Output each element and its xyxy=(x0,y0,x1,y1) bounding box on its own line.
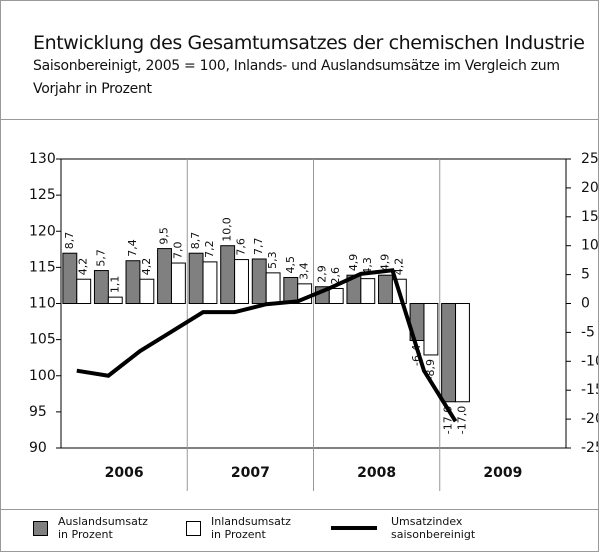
legend-label: Umsatzindex saisonbereinigt xyxy=(391,515,476,541)
bar xyxy=(265,272,281,304)
y2-tick-label: 25 xyxy=(581,151,598,167)
header: Entwicklung des Gesamtumsatzes der chemi… xyxy=(1,1,598,120)
value-label: 4,2 xyxy=(140,258,153,276)
value-label: 7,0 xyxy=(171,242,184,260)
value-label: 8,7 xyxy=(189,232,202,250)
y2-tick-label: -5 xyxy=(581,324,595,340)
legend-item: Umsatzindex saisonbereinigt xyxy=(331,515,481,541)
bar xyxy=(455,303,470,403)
y-tick-label: 125 xyxy=(29,187,56,203)
value-label: 7,6 xyxy=(235,238,248,256)
legend: Auslandsumsatz in Prozent Inlandsumsatz i… xyxy=(1,509,598,551)
bar xyxy=(251,258,267,304)
value-label: 7,4 xyxy=(126,239,139,257)
legend-swatch xyxy=(186,520,201,536)
value-label: 10,0 xyxy=(221,217,234,242)
bar xyxy=(220,245,236,304)
y-tick-label: 115 xyxy=(29,259,56,275)
bar xyxy=(76,278,92,304)
index-line xyxy=(76,268,458,423)
legend-label: Auslandsumsatz in Prozent xyxy=(58,515,148,541)
y2-tick-label: -10 xyxy=(581,353,598,369)
x-tick-label: 2008 xyxy=(357,465,396,481)
legend-item: Inlandsumsatz in Prozent xyxy=(186,515,301,541)
y2-tick-label: 10 xyxy=(581,238,598,254)
legend-swatch xyxy=(33,520,48,536)
value-label: 4,2 xyxy=(77,258,90,276)
title-block: Entwicklung des Gesamtumsatzes der chemi… xyxy=(33,33,593,100)
value-label: 2,6 xyxy=(329,267,342,285)
bar xyxy=(93,270,109,304)
value-label: 9,5 xyxy=(158,227,171,245)
bar xyxy=(170,262,186,305)
y2-tick-label: 15 xyxy=(581,209,598,225)
bar xyxy=(328,287,344,304)
bar xyxy=(125,260,141,304)
bar xyxy=(62,252,78,305)
x-tick-label: 2006 xyxy=(105,465,144,481)
value-label: 5,7 xyxy=(94,249,107,267)
y-tick-label: 90 xyxy=(29,440,47,456)
bar xyxy=(378,274,393,305)
legend-swatch xyxy=(331,526,377,530)
bar xyxy=(441,303,457,403)
value-label: 4,5 xyxy=(284,256,297,274)
y2-tick-label: 5 xyxy=(581,267,590,283)
value-label: 4,2 xyxy=(392,258,405,276)
bar xyxy=(202,261,218,305)
y-tick-label: 110 xyxy=(29,296,56,312)
value-label: 3,4 xyxy=(298,262,311,280)
y-tick-label: 120 xyxy=(29,223,56,239)
y-tick-label: 95 xyxy=(29,404,47,420)
value-label: 5,3 xyxy=(266,251,279,269)
bar xyxy=(157,248,172,304)
x-tick-label: 2007 xyxy=(231,465,270,481)
value-label: 4,9 xyxy=(347,254,360,272)
value-label: 2,9 xyxy=(315,265,328,283)
bar xyxy=(139,278,155,304)
value-label: 7,2 xyxy=(203,240,216,258)
bar xyxy=(107,296,123,304)
value-label: -17,0 xyxy=(455,406,468,434)
chart: 9095100105110115120125130-25-20-15-10-50… xyxy=(29,151,598,491)
y-tick-label: 100 xyxy=(29,368,56,384)
bar xyxy=(234,259,249,304)
value-label: 4,3 xyxy=(361,257,374,275)
y2-tick-label: -20 xyxy=(581,411,598,427)
y2-tick-label: 20 xyxy=(581,180,598,196)
value-label: 7,7 xyxy=(252,237,265,255)
value-label: 8,7 xyxy=(63,232,76,250)
y-tick-label: 105 xyxy=(29,332,56,348)
bar xyxy=(423,303,439,356)
value-label: 4,9 xyxy=(378,254,391,272)
y2-tick-label: -25 xyxy=(581,440,598,456)
y2-tick-label: -15 xyxy=(581,382,598,398)
y-tick-label: 130 xyxy=(29,151,56,167)
value-label: 1,1 xyxy=(108,276,121,294)
chart-subtitle: Saisonbereinigt, 2005 = 100, Inlands- un… xyxy=(33,58,560,97)
bar xyxy=(360,278,376,304)
bar xyxy=(188,252,204,305)
legend-label: Inlandsumsatz in Prozent xyxy=(211,515,291,541)
x-tick-label: 2009 xyxy=(483,465,522,481)
legend-item: Auslandsumsatz in Prozent xyxy=(33,515,148,541)
y2-tick-label: 0 xyxy=(581,296,590,312)
chart-title: Entwicklung des Gesamtumsatzes der chemi… xyxy=(33,32,585,54)
